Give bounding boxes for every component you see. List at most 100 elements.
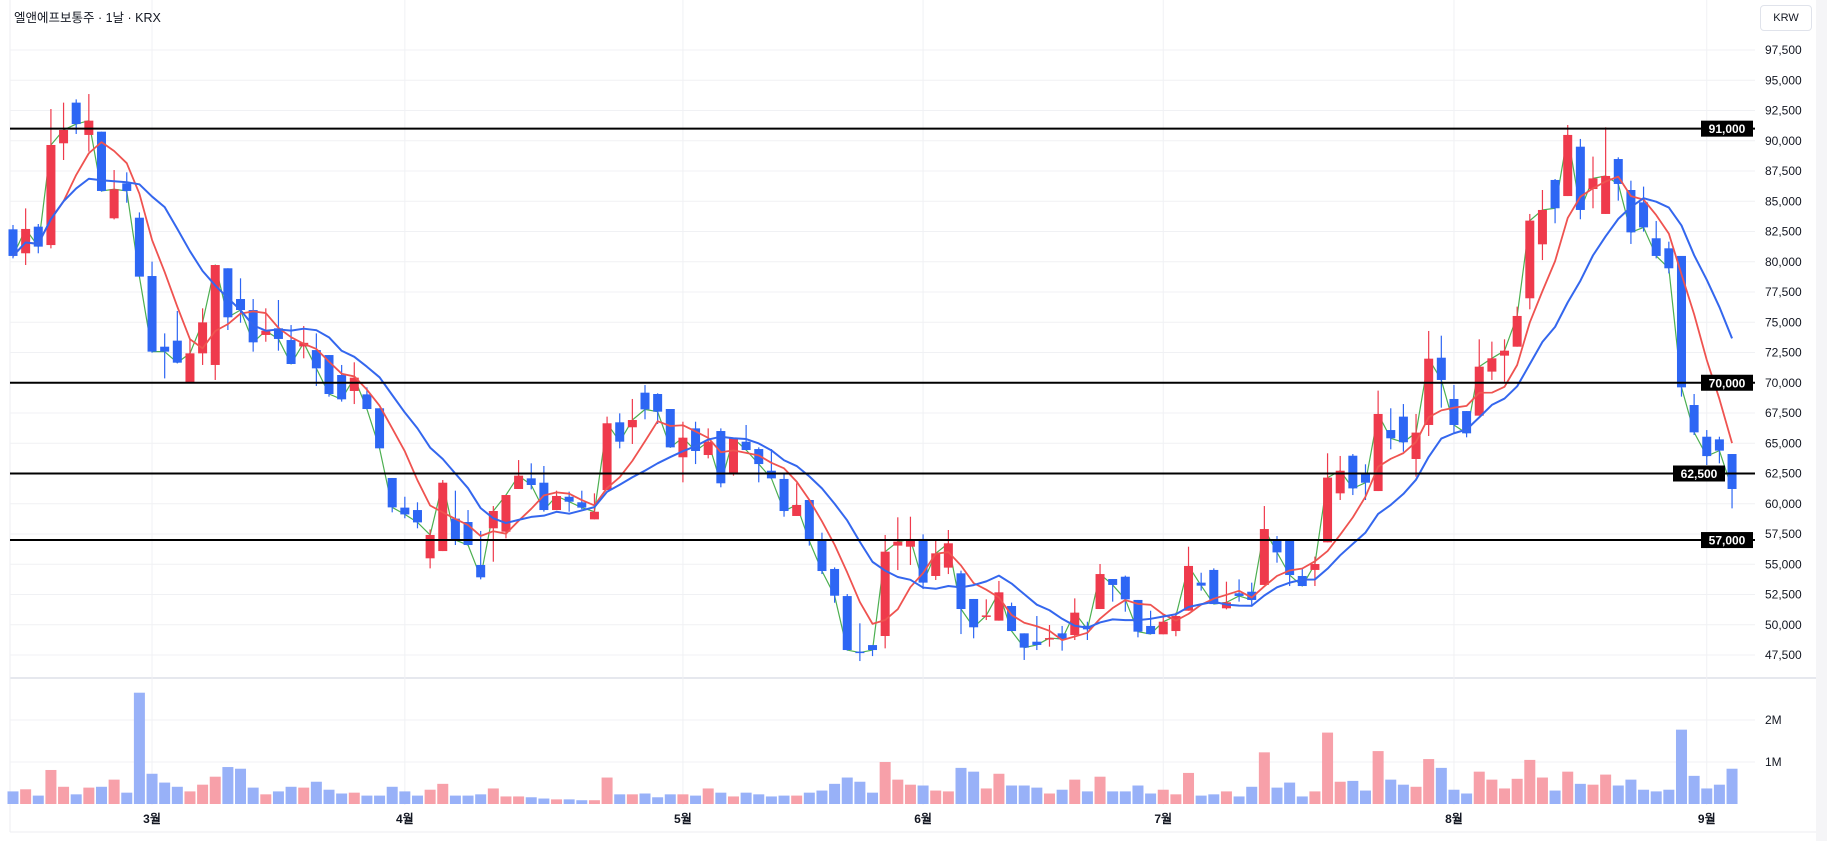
- volume-bar: [626, 794, 638, 804]
- volume-bar: [1448, 789, 1460, 804]
- candle-body: [589, 511, 599, 520]
- volume-bar: [879, 762, 891, 804]
- candle-body: [1057, 633, 1067, 640]
- candle-body: [1575, 146, 1585, 210]
- volume-bar: [1410, 786, 1422, 804]
- price-axis-label: 92,500: [1765, 104, 1802, 118]
- candle-body: [1360, 473, 1370, 483]
- volume-bar: [1271, 787, 1283, 804]
- volume-bar: [917, 785, 929, 804]
- volume-bar: [1322, 732, 1334, 804]
- candle: [868, 645, 878, 657]
- candle-body: [1209, 569, 1219, 605]
- candle: [33, 223, 43, 254]
- candle-body: [1449, 398, 1459, 425]
- candle-body: [476, 564, 486, 578]
- volume-bar: [538, 798, 550, 804]
- volume-bar: [1359, 790, 1371, 804]
- candle: [96, 131, 106, 192]
- volume-bar: [209, 776, 221, 804]
- volume-bar: [892, 779, 904, 804]
- volume-bar: [83, 787, 95, 804]
- candle: [476, 530, 486, 580]
- volume-bar: [1688, 775, 1700, 804]
- candle-body: [1108, 579, 1118, 585]
- candle: [526, 463, 536, 490]
- volume-bar: [171, 786, 183, 804]
- candle: [1108, 579, 1118, 602]
- candle: [160, 333, 170, 379]
- volume-bar: [285, 786, 297, 804]
- candle: [1436, 335, 1446, 408]
- candle: [627, 398, 637, 444]
- candle-body: [1474, 366, 1484, 416]
- volume-axis-label: 2M: [1765, 713, 1782, 727]
- candle-body: [1689, 405, 1699, 433]
- candle-body: [868, 645, 878, 651]
- candle-body: [46, 144, 56, 246]
- price-axis-label: 72,500: [1765, 346, 1802, 360]
- candle: [1613, 157, 1623, 201]
- candle-body: [640, 392, 650, 410]
- candle-body: [804, 499, 814, 542]
- volume-bar: [374, 795, 386, 804]
- candle-body: [324, 355, 334, 395]
- candle: [956, 570, 966, 635]
- candle: [1323, 453, 1333, 543]
- volume-bar: [411, 795, 423, 804]
- price-axis-label: 90,000: [1765, 134, 1802, 148]
- candle: [1500, 339, 1510, 382]
- candle-body: [741, 441, 751, 451]
- volume-bar: [765, 796, 777, 804]
- ma10-line: [12, 177, 1733, 629]
- volume-bar: [58, 786, 70, 804]
- volume-bar: [1461, 793, 1473, 804]
- candle-body: [1436, 357, 1446, 380]
- candle-body: [1398, 416, 1408, 443]
- candle-body: [1070, 612, 1080, 636]
- candle-body: [1095, 574, 1105, 610]
- candle: [425, 529, 435, 569]
- volume-bar: [1056, 789, 1068, 804]
- candle-body: [501, 495, 511, 532]
- volume-bar: [1536, 777, 1548, 804]
- candle-body: [703, 441, 713, 455]
- price-axis-label: 50,000: [1765, 618, 1802, 632]
- candle: [198, 308, 208, 365]
- candle-body: [1146, 625, 1156, 635]
- volume-bar: [32, 795, 44, 804]
- volume-bar: [386, 786, 398, 804]
- candle-body: [1588, 178, 1598, 190]
- candle: [1133, 599, 1143, 638]
- currency-button[interactable]: KRW: [1760, 5, 1812, 31]
- candle-body: [1171, 616, 1181, 632]
- candle-body: [1512, 315, 1522, 347]
- volume-bar: [677, 794, 689, 804]
- level-label: 91,000: [1709, 122, 1746, 136]
- price-axis-label: 47,500: [1765, 648, 1802, 662]
- candle-body: [147, 276, 157, 352]
- price-axis-label: 75,000: [1765, 315, 1802, 329]
- candle-body: [1133, 599, 1143, 632]
- candle: [109, 170, 119, 220]
- candle-body: [160, 346, 170, 352]
- candle-body: [1272, 539, 1282, 553]
- candle: [412, 502, 422, 529]
- volume-bar: [1094, 776, 1106, 804]
- candle: [1120, 575, 1130, 612]
- candle: [640, 385, 650, 420]
- candle: [842, 594, 852, 651]
- candle-body: [564, 496, 574, 502]
- volume-bar: [310, 781, 322, 804]
- candle-body: [1373, 413, 1383, 492]
- candle-body: [1158, 621, 1168, 635]
- candle: [1689, 394, 1699, 436]
- volume-bar: [1157, 789, 1169, 804]
- volume-bar: [1726, 768, 1738, 804]
- volume-bar: [1423, 759, 1435, 804]
- candle-body: [1664, 248, 1674, 269]
- candle-body: [842, 596, 852, 651]
- candle: [46, 109, 56, 249]
- candle: [1398, 404, 1408, 452]
